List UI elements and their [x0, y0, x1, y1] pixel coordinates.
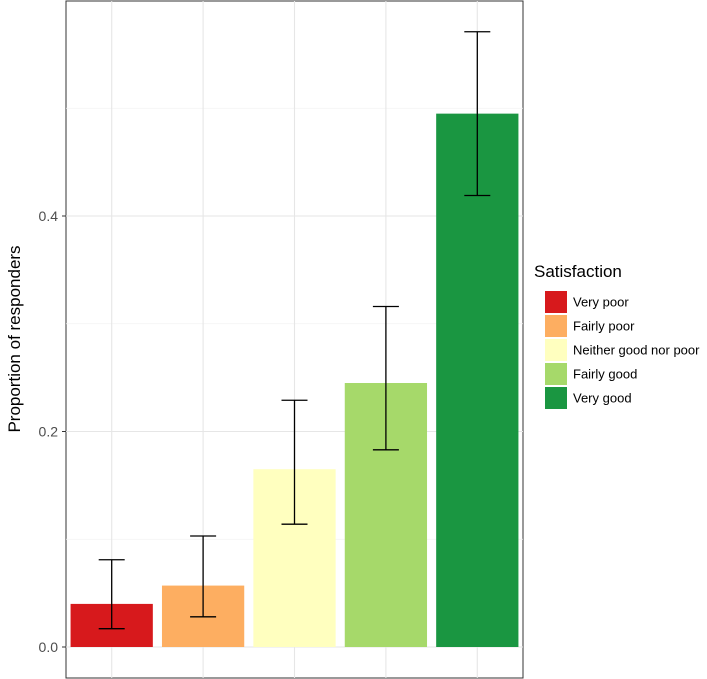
- bar: [436, 113, 519, 647]
- legend-swatch: [545, 387, 567, 409]
- error-bars: [98, 31, 491, 630]
- legend-swatch: [545, 291, 567, 313]
- y-axis: 0.0 0.2 0.4: [39, 208, 66, 655]
- legend-label: Neither good nor poor: [573, 343, 700, 358]
- y-tick-label: 0.2: [39, 424, 59, 440]
- legend-swatch: [545, 339, 567, 361]
- y-tick-label: 0.0: [39, 639, 59, 655]
- legend-label: Very good: [573, 391, 632, 406]
- y-axis-title: Proportion of responders: [5, 245, 24, 432]
- y-tick-label: 0.4: [39, 208, 59, 224]
- legend-label: Fairly good: [573, 367, 637, 382]
- bars: [70, 113, 519, 647]
- legend-label: Very poor: [573, 295, 629, 310]
- legend-swatch: [545, 315, 567, 337]
- legend-title: Satisfaction: [534, 262, 622, 281]
- legend-label: Fairly poor: [573, 319, 635, 334]
- legend-swatch: [545, 363, 567, 385]
- legend: Satisfaction Very poor Fairly poor Neither…: [534, 262, 700, 409]
